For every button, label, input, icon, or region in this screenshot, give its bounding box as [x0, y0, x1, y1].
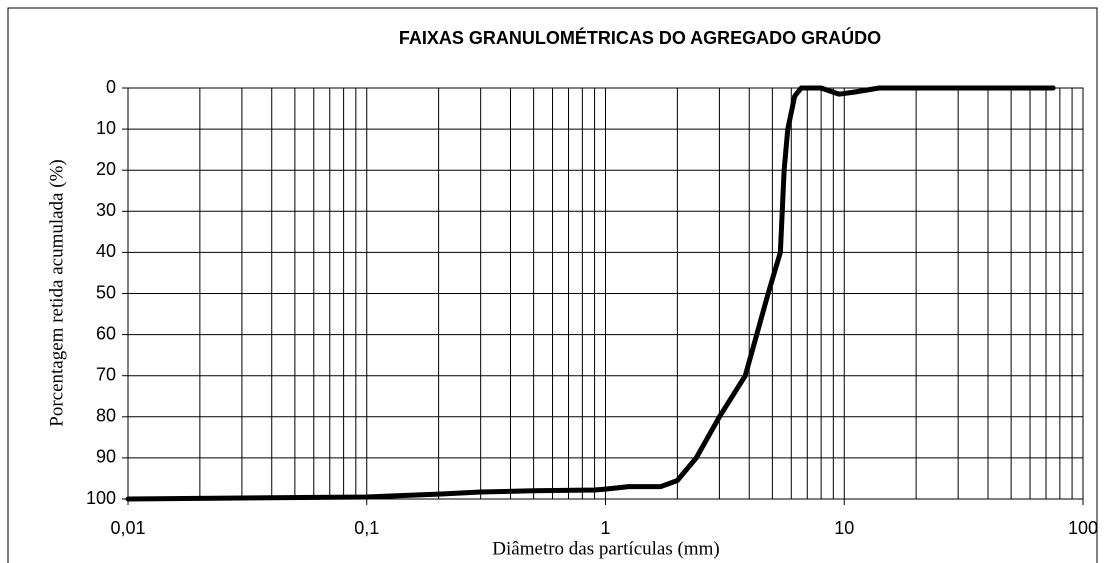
y-tick-label: 0 — [106, 77, 116, 97]
x-tick-label: 100 — [1068, 518, 1098, 538]
plot-area — [127, 87, 1084, 500]
y-tick-label: 40 — [96, 241, 116, 261]
x-tick-label: 1 — [600, 518, 610, 538]
y-tick-label: 100 — [86, 488, 116, 508]
y-tick-label: 20 — [96, 159, 116, 179]
x-axis-label: Diâmetro das partículas (mm) — [492, 538, 719, 559]
y-tick-label: 60 — [96, 323, 116, 343]
x-tick-label: 0,1 — [354, 518, 379, 538]
y-tick-label: 80 — [96, 406, 116, 426]
chart-frame — [7, 7, 1098, 563]
y-axis-label: Porcentagem retida acumulada (%) — [46, 159, 67, 426]
y-tick-label: 90 — [96, 447, 116, 467]
y-tick-label: 30 — [96, 200, 116, 220]
y-tick-label: 70 — [96, 364, 116, 384]
x-tick-label: 10 — [834, 518, 854, 538]
chart-title: FAIXAS GRANULOMÉTRICAS DO AGREGADO GRAÚD… — [399, 27, 881, 48]
y-tick-label: 10 — [96, 118, 116, 138]
y-tick-label: 50 — [96, 282, 116, 302]
x-tick-label: 0,01 — [110, 518, 145, 538]
data-line — [125, 85, 1056, 502]
